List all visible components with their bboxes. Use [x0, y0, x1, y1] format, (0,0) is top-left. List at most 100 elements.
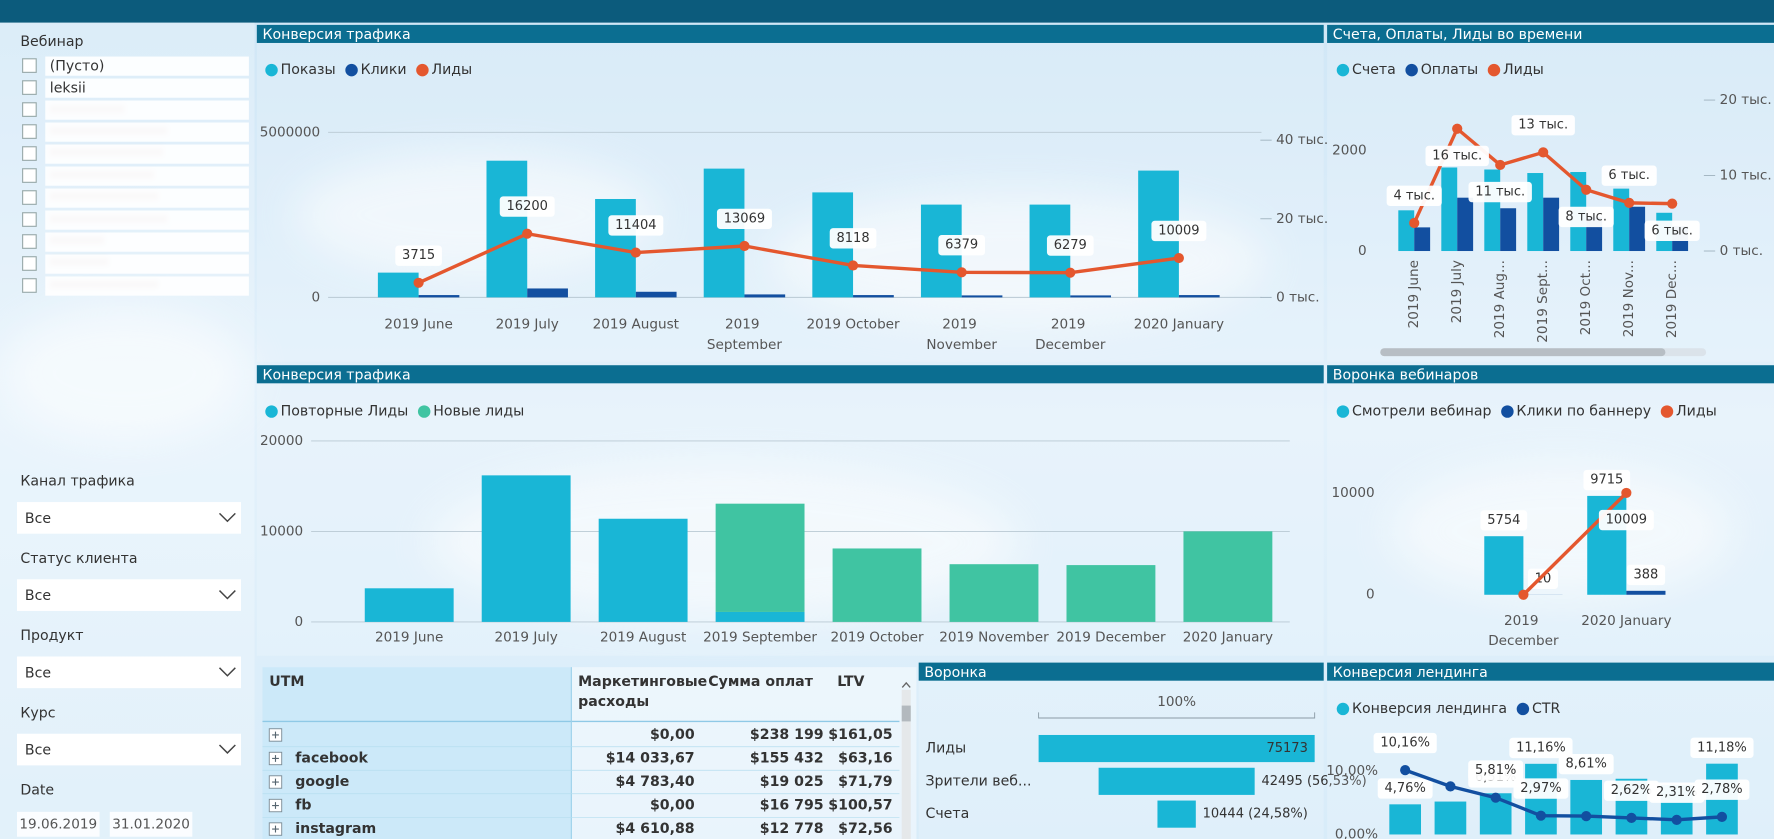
checkbox[interactable] — [22, 256, 37, 271]
data-label-box — [1046, 235, 1094, 256]
data-label-box — [1690, 737, 1754, 759]
data-label-box — [1601, 165, 1657, 186]
scrollbar-thumb[interactable] — [1380, 348, 1666, 357]
data-label: 11,16% — [1516, 740, 1566, 755]
cell: $72,56 — [838, 821, 893, 837]
checkbox[interactable] — [22, 234, 37, 249]
data-label: 5754 — [1487, 513, 1520, 528]
panel-header — [1327, 662, 1774, 681]
legend-label: CTR — [1532, 701, 1560, 717]
dropdown[interactable] — [16, 502, 241, 534]
bar — [1629, 206, 1646, 252]
bar — [744, 294, 786, 298]
chevron — [218, 512, 236, 523]
line-point — [1452, 123, 1463, 134]
line-point — [1495, 159, 1506, 171]
date-box[interactable] — [16, 811, 100, 837]
data-label: 13069 — [724, 211, 765, 226]
data-label-box — [1468, 181, 1532, 203]
funnel-category: Счета — [925, 806, 969, 822]
x-tick-label: 2019 June — [1406, 260, 1422, 328]
data-label-box — [1468, 760, 1524, 781]
bar — [1484, 536, 1524, 595]
line-point — [1400, 765, 1411, 776]
data-label: 4,76% — [1385, 781, 1426, 796]
list-row — [45, 100, 249, 120]
list-row — [45, 56, 249, 76]
table-scroll-thumb[interactable] — [901, 705, 911, 722]
data-label-box — [1425, 145, 1489, 167]
checkbox[interactable] — [22, 190, 37, 205]
checkbox[interactable] — [22, 102, 37, 117]
bar — [1441, 167, 1458, 252]
y2-tick-label: 40 тыс. — [1276, 132, 1328, 148]
checkbox[interactable] — [22, 146, 37, 161]
data-label-box — [1480, 510, 1528, 531]
line — [1404, 768, 1723, 822]
checkbox[interactable] — [22, 168, 37, 183]
checkbox[interactable] — [22, 58, 37, 73]
legend-marker — [417, 405, 431, 418]
dropdown[interactable] — [16, 733, 241, 766]
cell: $16 795 — [760, 798, 824, 814]
checkbox[interactable] — [22, 212, 37, 227]
bar — [1389, 804, 1422, 835]
expand-plus — [272, 731, 279, 739]
data-label-box — [395, 245, 442, 266]
cell: $63,16 — [838, 750, 893, 766]
date-box[interactable] — [109, 811, 193, 837]
y-tick-label: 20000 — [260, 433, 303, 449]
x-tick-label: 2019 Aug... — [1492, 260, 1508, 338]
data-label: 2,62% — [1611, 783, 1652, 798]
list-row — [45, 254, 249, 274]
x-tick-label: 2019 December — [1056, 630, 1166, 646]
panel-header — [918, 662, 1324, 681]
checkbox[interactable] — [22, 278, 37, 293]
x-tick-label: 2019 Nov... — [1621, 260, 1637, 337]
data-label: 5,81% — [1475, 763, 1516, 778]
bar — [377, 272, 419, 298]
legend-label: Счета — [1352, 62, 1396, 78]
funnel-bar — [1157, 800, 1196, 828]
data-label-box — [1558, 753, 1614, 775]
legend-label: Лиды — [1676, 404, 1717, 420]
slicer-title: Вебинар — [20, 34, 83, 50]
funnel-scale-label: 100% — [1157, 694, 1196, 710]
line-point — [1716, 811, 1728, 822]
data-label: 75173 — [1267, 741, 1308, 756]
dropdown[interactable] — [16, 656, 241, 689]
y-tick-label: 10,00% — [1326, 763, 1378, 779]
line-point — [1626, 812, 1637, 823]
legend-marker — [265, 63, 278, 77]
data-label: 8118 — [837, 231, 870, 246]
bar-segment — [715, 611, 805, 622]
checkbox[interactable] — [22, 124, 37, 139]
dropdown[interactable] — [16, 579, 241, 611]
bar — [1398, 210, 1415, 252]
line-point — [1621, 487, 1632, 498]
y-tick-label: 0 — [1366, 587, 1375, 603]
row-label: google — [295, 774, 349, 790]
legend-marker — [265, 405, 278, 418]
checkbox[interactable] — [22, 80, 37, 95]
line-point — [1671, 814, 1682, 825]
legend-marker — [416, 63, 429, 77]
panel-title: Конверсия трафика — [262, 27, 410, 43]
data-label-box — [1694, 779, 1750, 800]
data-label-box — [499, 196, 555, 217]
scroll-up[interactable] — [901, 681, 911, 688]
panel — [1327, 365, 1774, 656]
x-tick-label: 2019 November — [926, 317, 997, 353]
x-tick-label: 2020 January — [1183, 630, 1273, 646]
bar — [1434, 801, 1467, 835]
data-label-box — [1644, 220, 1700, 241]
panel-title: Воронка вебинаров — [1333, 367, 1479, 383]
y-tick-label: 10000 — [1331, 485, 1374, 501]
x-tick-label: 2019 December — [1035, 317, 1106, 353]
bar — [853, 295, 894, 298]
data-label: 388 — [1633, 567, 1658, 582]
table-scrollbar[interactable] — [901, 689, 911, 839]
column-header: Сумма оплат — [708, 674, 813, 690]
line-point — [1581, 184, 1592, 195]
data-label: 3715 — [402, 248, 435, 263]
